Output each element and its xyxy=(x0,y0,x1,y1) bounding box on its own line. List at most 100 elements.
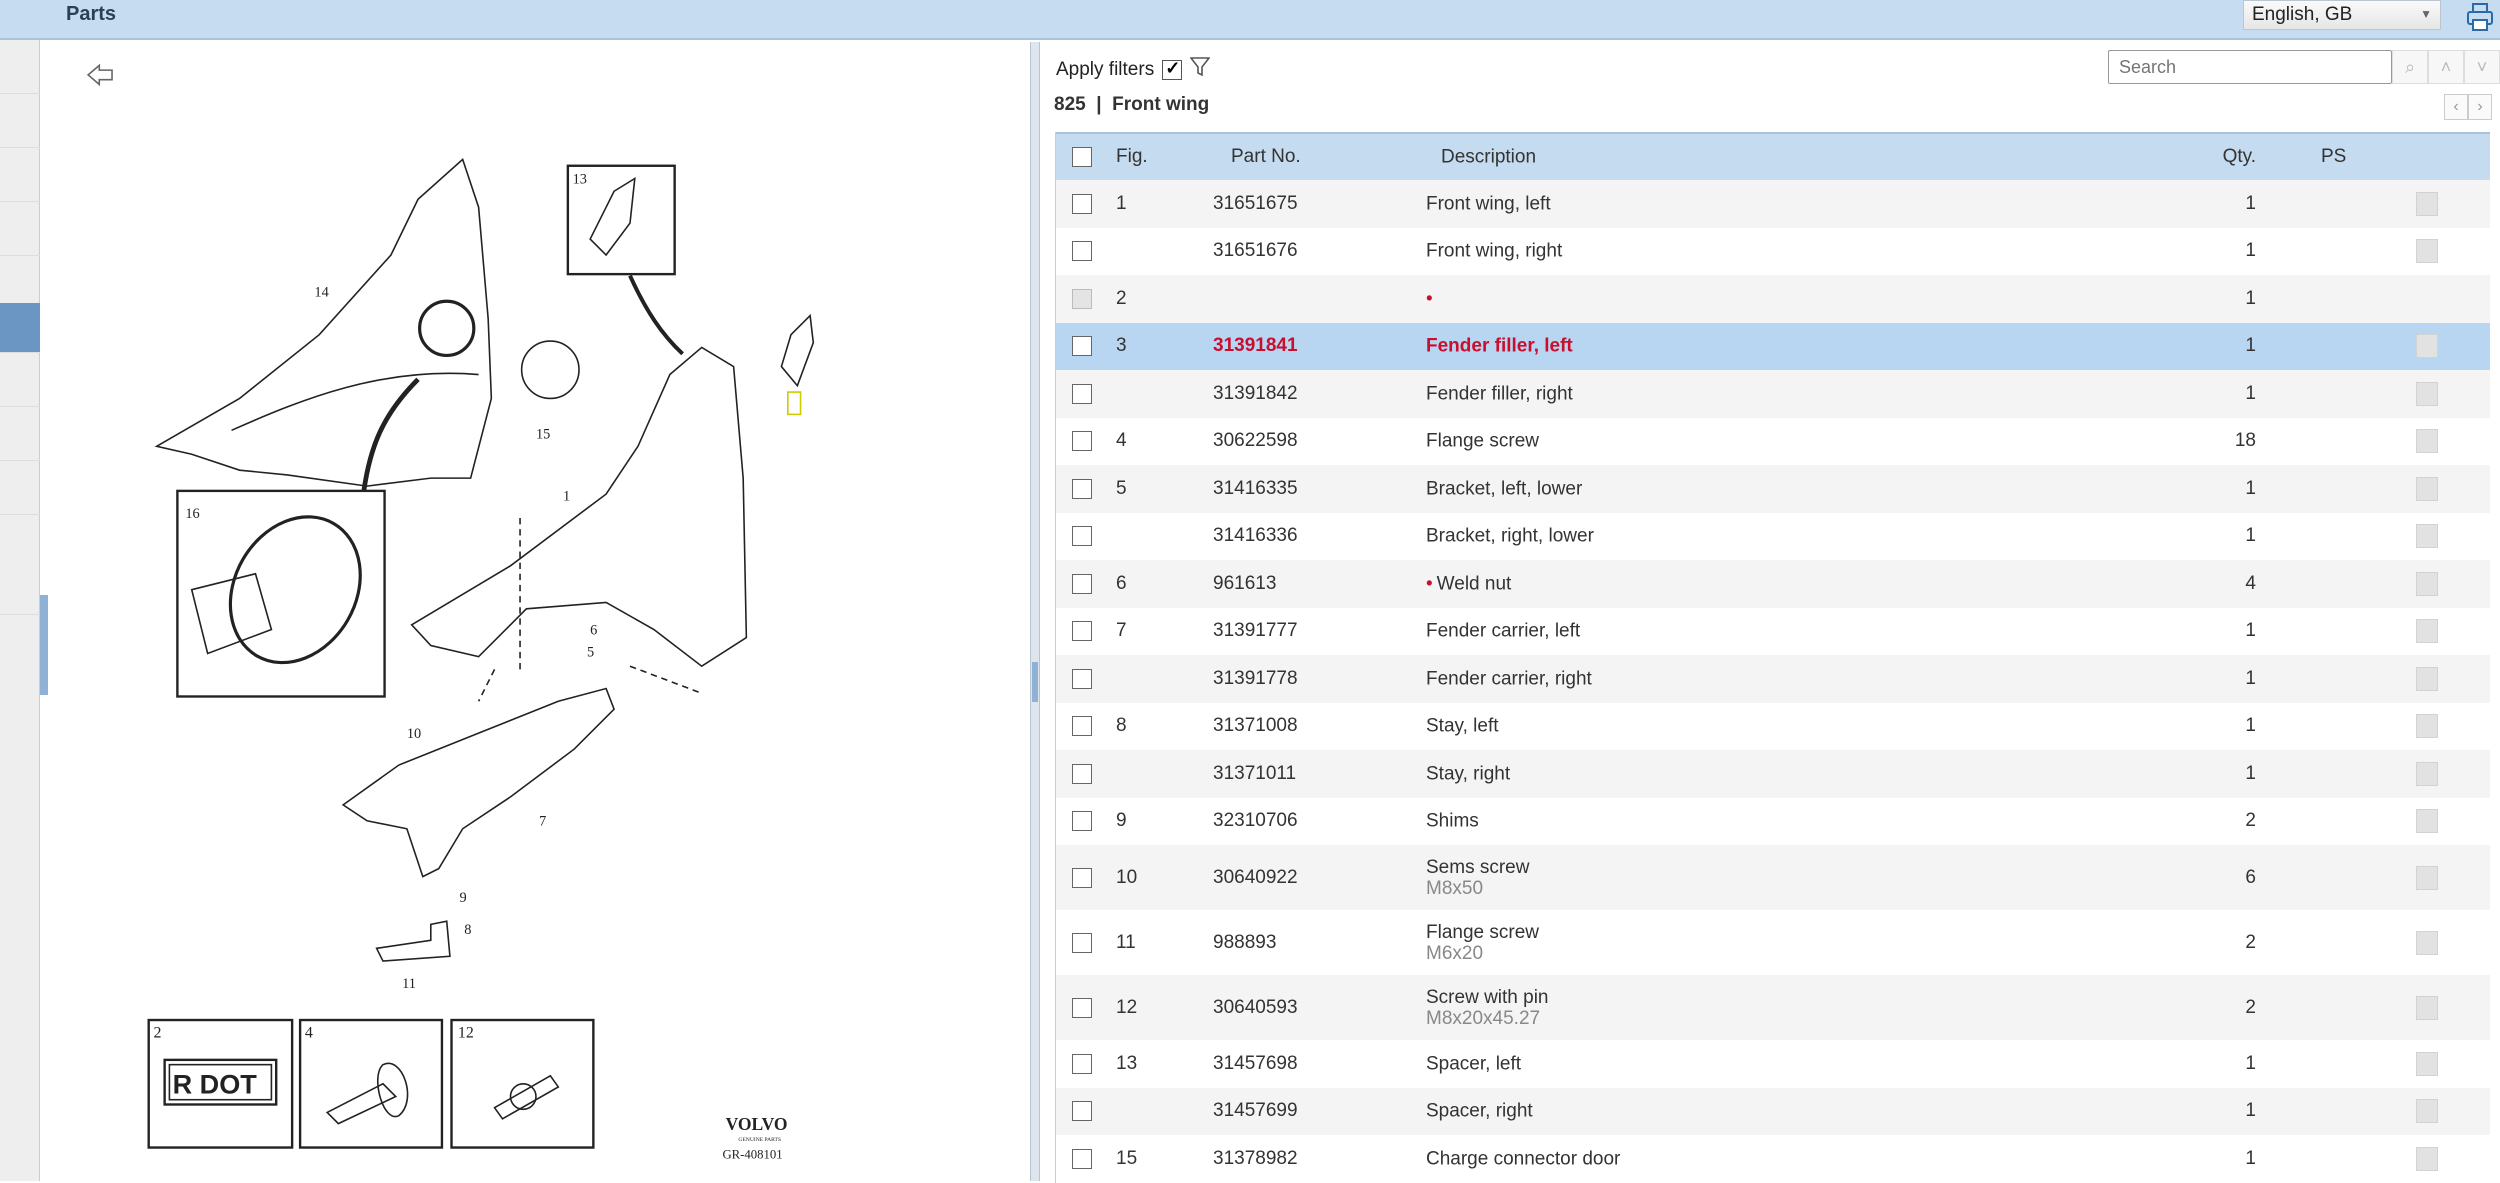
table-row[interactable]: 15 31378982 Charge connector door 1 xyxy=(1056,1135,2490,1183)
row-checkbox[interactable] xyxy=(1072,763,1092,784)
apply-filters[interactable]: Apply filters xyxy=(1056,56,1211,84)
part-number-cell[interactable]: 31416336 xyxy=(1213,525,1298,547)
table-row[interactable]: 4 30622598 Flange screw 18 xyxy=(1056,418,2490,466)
ps-note-icon[interactable] xyxy=(2416,381,2438,406)
ps-note-icon[interactable] xyxy=(2416,1051,2438,1076)
ps-note-icon[interactable] xyxy=(2416,524,2438,549)
part-number-cell[interactable]: 31416335 xyxy=(1213,477,1298,499)
part-number-cell[interactable]: 31391842 xyxy=(1213,382,1298,404)
sidebar-item[interactable] xyxy=(0,202,40,256)
next-page-button[interactable]: › xyxy=(2468,94,2492,120)
ps-note-icon[interactable] xyxy=(2416,666,2438,691)
sidebar-item[interactable] xyxy=(0,94,40,148)
part-number-cell[interactable]: 31391841 xyxy=(1213,335,1298,357)
ps-note-icon[interactable] xyxy=(2416,995,2438,1020)
row-checkbox[interactable] xyxy=(1072,716,1092,737)
chevron-up-icon[interactable]: ˄ xyxy=(2428,50,2464,84)
part-number-cell[interactable]: 30640922 xyxy=(1213,866,1298,888)
search-input[interactable] xyxy=(2108,50,2392,84)
sidebar-collapse-handle[interactable] xyxy=(40,595,48,695)
row-checkbox[interactable] xyxy=(1072,867,1092,888)
ps-note-icon[interactable] xyxy=(2416,191,2438,216)
sidebar-item[interactable] xyxy=(0,461,40,515)
part-number-cell[interactable]: 988893 xyxy=(1213,931,1277,953)
part-number-cell[interactable]: 31457699 xyxy=(1213,1100,1298,1122)
part-number-cell[interactable]: 30622598 xyxy=(1213,430,1298,452)
sidebar-item[interactable] xyxy=(0,515,40,615)
ps-note-icon[interactable] xyxy=(2416,334,2438,359)
printer-icon[interactable] xyxy=(2466,2,2496,32)
part-number-cell[interactable]: 32310706 xyxy=(1213,810,1298,832)
table-row[interactable]: 1 31651675 Front wing, left 1 xyxy=(1056,180,2490,228)
table-row[interactable]: 11 988893 Flange screw M6x20 2 xyxy=(1056,910,2490,975)
row-checkbox[interactable] xyxy=(1072,932,1092,953)
column-fig[interactable]: Fig. xyxy=(1116,146,1148,167)
row-checkbox[interactable] xyxy=(1072,621,1092,642)
table-row[interactable]: 2 • 1 xyxy=(1056,275,2490,323)
sidebar-item[interactable] xyxy=(0,148,40,202)
table-row[interactable]: 31416336 Bracket, right, lower 1 xyxy=(1056,513,2490,561)
sidebar-item[interactable] xyxy=(0,353,40,407)
table-row[interactable]: 13 31457698 Spacer, left 1 xyxy=(1056,1040,2490,1088)
table-row[interactable]: 5 31416335 Bracket, left, lower 1 xyxy=(1056,465,2490,513)
row-checkbox[interactable] xyxy=(1072,811,1092,832)
column-description[interactable]: Description xyxy=(1441,146,1537,168)
table-row[interactable]: 3 31391841 Fender filler, left 1 xyxy=(1056,322,2490,370)
panel-splitter[interactable] xyxy=(1030,42,1040,1181)
row-checkbox[interactable] xyxy=(1072,193,1092,214)
table-row[interactable]: 10 30640922 Sems screw M8x50 6 xyxy=(1056,845,2490,910)
part-number-cell[interactable]: 30640593 xyxy=(1213,996,1298,1018)
ps-note-icon[interactable] xyxy=(2416,619,2438,644)
row-checkbox[interactable] xyxy=(1072,336,1092,357)
apply-filters-checkbox[interactable] xyxy=(1162,58,1183,80)
column-part-no[interactable]: Part No. xyxy=(1231,146,1301,167)
part-number-cell[interactable]: 961613 xyxy=(1213,572,1277,594)
ps-note-icon[interactable] xyxy=(2416,761,2438,786)
row-checkbox[interactable] xyxy=(1072,478,1092,499)
sidebar-item[interactable] xyxy=(0,407,40,461)
row-checkbox[interactable] xyxy=(1072,241,1092,262)
ps-note-icon[interactable] xyxy=(2416,714,2438,739)
row-checkbox[interactable] xyxy=(1072,668,1092,689)
table-row[interactable]: 6 961613 • Weld nut 4 xyxy=(1056,560,2490,608)
part-number-cell[interactable]: 31457698 xyxy=(1213,1052,1298,1074)
sidebar-item-selected[interactable] xyxy=(0,303,40,353)
ps-note-icon[interactable] xyxy=(2416,239,2438,264)
row-checkbox[interactable] xyxy=(1072,573,1092,594)
ps-note-icon[interactable] xyxy=(2416,1146,2438,1171)
ps-note-icon[interactable] xyxy=(2416,1099,2438,1124)
row-checkbox[interactable] xyxy=(1072,997,1092,1018)
part-number-cell[interactable]: 31371011 xyxy=(1213,762,1297,784)
language-select[interactable]: English, GB ▼ xyxy=(2243,0,2441,30)
column-qty[interactable]: Qty. xyxy=(2222,146,2256,167)
ps-note-icon[interactable] xyxy=(2416,930,2438,955)
previous-page-button[interactable]: ‹ xyxy=(2444,94,2468,120)
part-number-cell[interactable]: 31391777 xyxy=(1213,620,1298,642)
part-number-cell[interactable]: 31651676 xyxy=(1213,240,1298,262)
sidebar-item[interactable] xyxy=(0,256,40,310)
row-checkbox[interactable] xyxy=(1072,1053,1092,1074)
part-number-cell[interactable]: 31391778 xyxy=(1213,667,1298,689)
part-number-cell[interactable]: 31378982 xyxy=(1213,1147,1298,1169)
table-row[interactable]: 31391778 Fender carrier, right 1 xyxy=(1056,655,2490,703)
table-row[interactable]: 9 32310706 Shims 2 xyxy=(1056,798,2490,846)
table-row[interactable]: 12 30640593 Screw with pin M8x20x45.27 2 xyxy=(1056,975,2490,1040)
row-checkbox[interactable] xyxy=(1072,383,1092,404)
funnel-icon[interactable] xyxy=(1189,56,1211,84)
row-checkbox[interactable] xyxy=(1072,526,1092,547)
table-row[interactable]: 31391842 Fender filler, right 1 xyxy=(1056,370,2490,418)
column-ps[interactable]: PS xyxy=(2321,146,2347,167)
search-icon[interactable]: ⌕ xyxy=(2392,50,2428,84)
select-all-checkbox[interactable] xyxy=(1072,147,1092,167)
table-row[interactable]: 31457699 Spacer, right 1 xyxy=(1056,1087,2490,1135)
ps-note-icon[interactable] xyxy=(2416,476,2438,501)
back-arrow-icon[interactable] xyxy=(86,63,113,87)
ps-note-icon[interactable] xyxy=(2416,865,2438,890)
table-row[interactable]: 8 31371008 Stay, left 1 xyxy=(1056,703,2490,751)
ps-note-icon[interactable] xyxy=(2416,429,2438,454)
part-number-cell[interactable]: 31651675 xyxy=(1213,192,1298,214)
part-number-cell[interactable]: 31371008 xyxy=(1213,715,1298,737)
ps-note-icon[interactable] xyxy=(2416,571,2438,596)
chevron-down-icon[interactable]: ˅ xyxy=(2464,50,2500,84)
sidebar-item[interactable] xyxy=(0,40,40,94)
